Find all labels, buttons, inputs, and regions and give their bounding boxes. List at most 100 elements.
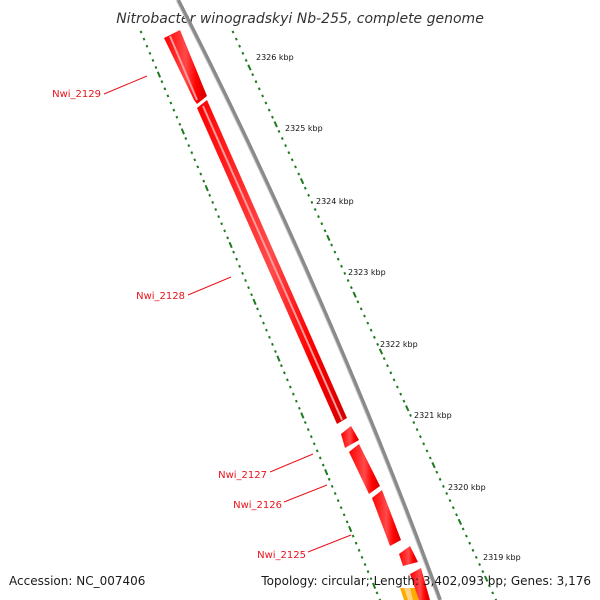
minor-tick <box>238 44 242 48</box>
minor-tick <box>415 428 419 432</box>
minor-tick <box>354 541 358 545</box>
minor-tick <box>262 321 265 325</box>
minor-tick <box>369 577 373 581</box>
accession-text: Accession: NC_007406 <box>9 574 145 588</box>
minor-tick <box>336 257 340 261</box>
minor-tick <box>267 108 271 112</box>
minor-tick <box>256 307 259 311</box>
minor-tick <box>345 520 349 524</box>
leader-line <box>307 534 352 553</box>
gene-label-nwi-2127[interactable]: Nwi_2127 <box>218 453 314 481</box>
minor-tick <box>297 406 301 410</box>
minor-tick <box>217 215 221 219</box>
tick-label: 2321 kbp <box>414 411 452 420</box>
tick-label: 2324 kbp <box>316 197 354 206</box>
minor-tick <box>277 129 281 133</box>
minor-tick <box>241 271 244 275</box>
minor-tick <box>340 264 343 268</box>
major-tick <box>348 525 353 533</box>
minor-tick <box>399 392 403 396</box>
gene-label-text: Nwi_2129 <box>52 89 101 100</box>
minor-tick <box>297 172 301 176</box>
minor-tick <box>313 207 317 212</box>
gene-highlight <box>202 105 343 421</box>
major-tick <box>371 582 377 589</box>
minor-tick <box>346 278 350 283</box>
minor-tick <box>287 151 291 155</box>
minor-tick <box>351 534 355 538</box>
minor-tick <box>226 236 230 240</box>
minor-tick <box>234 37 238 41</box>
leader-line <box>103 75 148 95</box>
minor-tick <box>445 491 449 496</box>
minor-tick <box>369 328 373 332</box>
minor-tick <box>279 364 283 368</box>
minor-tick <box>378 598 382 600</box>
major-tick <box>276 355 281 362</box>
minor-tick <box>357 548 361 552</box>
gene-label-text: Nwi_2126 <box>233 500 282 511</box>
gene-nwi-2126b[interactable] <box>372 490 401 546</box>
gene-bottom[interactable] <box>410 568 430 600</box>
tick-label: 2325 kbp <box>285 124 323 133</box>
minor-tick <box>409 413 412 417</box>
gene-label-nwi-2129[interactable]: Nwi_2129 <box>52 75 148 100</box>
minor-tick <box>271 342 274 346</box>
minor-tick <box>451 506 455 510</box>
minor-tick <box>375 591 379 595</box>
minor-tick <box>178 122 182 126</box>
major-tick <box>299 177 305 185</box>
minor-tick <box>363 563 367 566</box>
minor-tick <box>238 264 242 268</box>
minor-tick <box>487 584 491 588</box>
minor-tick <box>448 499 452 503</box>
minor-tick <box>395 385 399 389</box>
minor-tick <box>160 80 164 84</box>
minor-tick <box>184 136 188 141</box>
minor-tick <box>422 442 426 446</box>
minor-tick <box>471 548 475 552</box>
gene-highlight <box>169 35 198 101</box>
gene-label-nwi-2126[interactable]: Nwi_2126 <box>233 484 328 511</box>
minor-tick <box>412 420 416 425</box>
minor-tick <box>320 222 324 226</box>
minor-tick <box>231 30 235 34</box>
minor-tick <box>264 101 268 105</box>
genome-backbone <box>176 0 442 600</box>
gene-nwi-2125[interactable] <box>399 546 418 566</box>
minor-tick <box>265 328 268 332</box>
major-tick <box>378 348 384 355</box>
gene-label-nwi-2128[interactable]: Nwi_2128 <box>136 276 232 302</box>
gene-nwi-2126[interactable] <box>349 444 380 494</box>
minor-tick <box>294 165 297 169</box>
minor-tick <box>151 58 155 62</box>
minor-tick <box>294 399 298 403</box>
gene-nwi-2127[interactable] <box>341 426 359 448</box>
minor-tick <box>461 527 465 531</box>
minor-tick <box>303 420 307 425</box>
minor-tick <box>169 101 173 105</box>
major-tick <box>273 121 278 128</box>
minor-tick <box>389 371 393 375</box>
genome-summary-text: Topology: circular; Length: 3,402,093 bp… <box>260 574 591 588</box>
minor-tick <box>494 598 498 600</box>
minor-tick <box>232 250 236 254</box>
minor-tick <box>491 591 495 595</box>
minor-tick <box>327 477 331 481</box>
minor-tick <box>356 300 360 304</box>
minor-tick <box>214 207 218 212</box>
minor-tick <box>271 115 274 119</box>
minor-tick <box>317 215 320 219</box>
minor-tick <box>321 463 325 467</box>
minor-tick <box>280 136 284 141</box>
minor-tick <box>199 172 203 176</box>
minor-tick <box>455 513 458 517</box>
minor-tick <box>211 200 215 204</box>
minor-tick <box>285 378 289 382</box>
major-tick <box>228 241 233 249</box>
major-tick <box>180 128 185 135</box>
major-tick <box>300 412 305 419</box>
gene-label-nwi-2125[interactable]: Nwi_2125 <box>257 534 352 561</box>
minor-tick <box>310 200 314 204</box>
